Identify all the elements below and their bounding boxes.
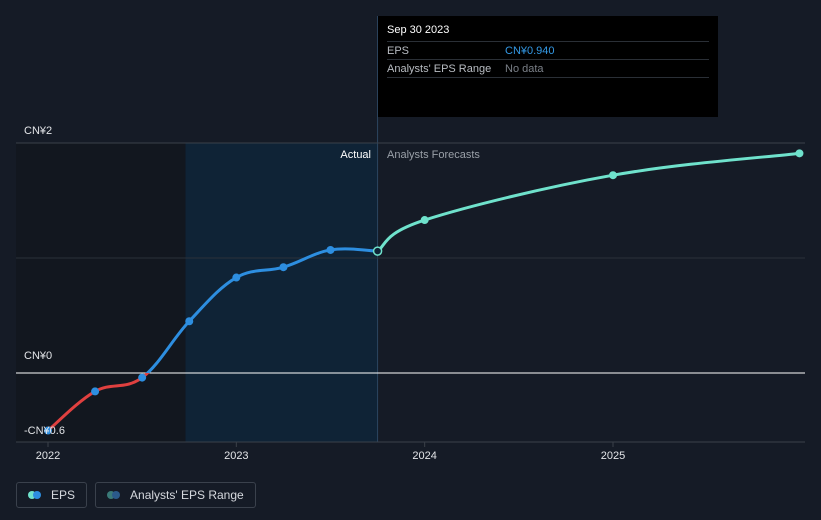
tooltip-row-range: Analysts' EPS Range No data: [387, 59, 709, 77]
eps-line-negative: [46, 373, 150, 432]
tooltip: Sep 30 2023 EPS CN¥0.940 Analysts' EPS R…: [378, 16, 718, 117]
section-label-forecast: Analysts Forecasts: [387, 149, 480, 161]
tooltip-eps-value: CN¥0.940: [505, 44, 555, 57]
x-tick-label: 2023: [224, 450, 248, 462]
chart-background: [16, 16, 379, 442]
highlight-region: [185, 143, 378, 442]
y-label-bottom: -CN¥0.6: [24, 425, 65, 437]
y-label-zero: CN¥0: [24, 350, 52, 362]
chart-series: [44, 149, 804, 435]
section-label-actual: Actual: [340, 149, 371, 161]
tooltip-spacer: [387, 77, 709, 112]
legend: EPS Analysts' EPS Range: [16, 482, 256, 508]
x-tick-label: 2022: [36, 450, 60, 462]
y-label-top: CN¥2: [24, 125, 52, 137]
tooltip-row-eps: EPS CN¥0.940: [387, 41, 709, 59]
legend-eps-icon: [28, 491, 44, 499]
eps-point: [326, 245, 335, 254]
eps-point: [185, 317, 194, 326]
tooltip-date: Sep 30 2023: [387, 24, 450, 36]
legend-range-label: Analysts' EPS Range: [130, 488, 244, 502]
tooltip-range-label: Analysts' EPS Range: [387, 62, 492, 75]
x-tick-label: 2025: [601, 450, 625, 462]
eps-point: [91, 387, 100, 396]
eps-forecast-point: [420, 216, 429, 225]
eps-forecast-line: [376, 151, 801, 253]
chart-labels: CN¥2 CN¥0 -CN¥0.6 Actual Analysts Foreca…: [24, 125, 625, 462]
tooltip-eps-label: EPS: [387, 44, 410, 57]
legend-item-eps-range[interactable]: Analysts' EPS Range: [95, 482, 256, 508]
x-tick-label: 2024: [412, 450, 436, 462]
legend-item-eps[interactable]: EPS: [16, 482, 88, 508]
eps-line-positive: [145, 247, 380, 373]
eps-forecast-point: [609, 171, 617, 180]
eps-point: [279, 263, 288, 272]
eps-point: [44, 426, 52, 435]
eps-point-current: [372, 246, 383, 256]
eps-forecast-point: [795, 149, 804, 158]
past-shade: [16, 143, 186, 442]
legend-range-icon: [107, 491, 123, 499]
eps-point: [232, 273, 241, 282]
tooltip-range-value: No data: [505, 62, 544, 75]
eps-point: [138, 373, 147, 382]
legend-eps-label: EPS: [51, 488, 76, 502]
